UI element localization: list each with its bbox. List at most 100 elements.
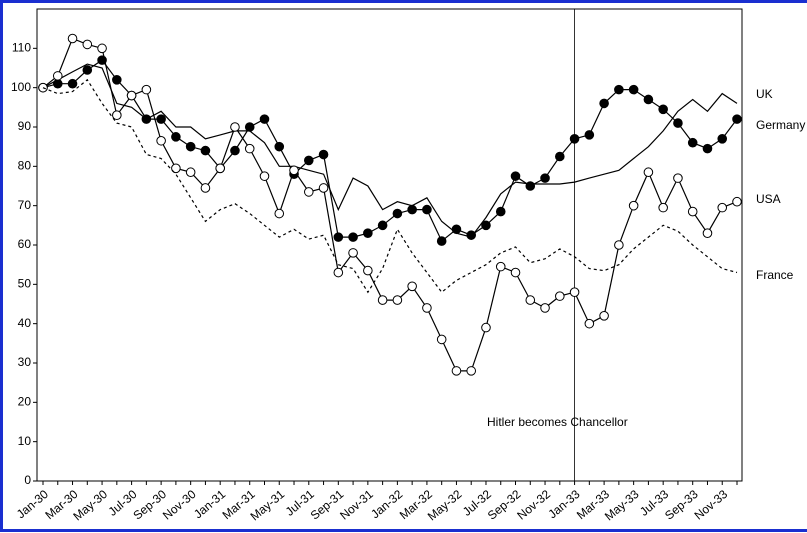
series-line [42, 63, 738, 238]
point [52, 78, 63, 89]
point [274, 141, 285, 152]
y-tick-label: 70 [18, 198, 32, 212]
point [732, 114, 742, 124]
point [318, 183, 329, 193]
point [436, 334, 447, 345]
point [628, 200, 639, 211]
x-tick-label: Nov-30 [160, 487, 199, 523]
point [289, 165, 299, 176]
series-label: UK [756, 87, 773, 101]
point [171, 163, 181, 174]
point [259, 114, 270, 124]
point [230, 122, 240, 132]
point [614, 84, 624, 95]
point [156, 135, 166, 146]
point [185, 167, 196, 178]
point [569, 287, 580, 298]
series-line [42, 37, 738, 372]
x-tick-label: Nov-33 [692, 487, 731, 523]
series-label: USA [756, 192, 781, 206]
plot-area [36, 8, 743, 482]
point [555, 291, 565, 301]
point [643, 167, 654, 178]
point [230, 145, 240, 156]
point [584, 130, 595, 140]
point [215, 163, 225, 174]
y-tick-label: 100 [11, 80, 31, 94]
point [717, 202, 728, 213]
point [495, 261, 506, 272]
point [303, 155, 314, 166]
point [377, 295, 388, 305]
point [363, 265, 373, 276]
point [466, 366, 477, 376]
point [422, 303, 432, 313]
x-tick-label: Nov-32 [514, 487, 553, 523]
point [333, 232, 344, 242]
x-tick-label: May-31 [248, 487, 288, 524]
point [67, 33, 78, 44]
point [348, 232, 358, 242]
point [97, 43, 107, 54]
point [407, 281, 417, 292]
point [82, 65, 93, 75]
point [422, 204, 432, 215]
x-tick-label: May-32 [425, 487, 465, 524]
y-tick-label: 110 [12, 41, 31, 55]
point [318, 149, 329, 160]
point [658, 104, 668, 115]
point [702, 143, 713, 154]
point [244, 122, 255, 132]
y-tick-label: 90 [18, 119, 32, 133]
point [510, 267, 521, 278]
point [540, 303, 550, 313]
y-tick-label: 50 [18, 277, 32, 291]
point [200, 183, 211, 193]
point [658, 202, 668, 213]
point [687, 137, 698, 148]
point [392, 295, 403, 305]
point [599, 311, 609, 321]
point [112, 75, 122, 85]
point [200, 145, 211, 156]
y-tick-label: 10 [18, 434, 32, 448]
point [673, 118, 683, 128]
point [52, 71, 63, 81]
point [599, 98, 609, 109]
annotation-text: Hitler becomes Chancellor [487, 415, 628, 429]
point [436, 236, 447, 246]
point [451, 224, 462, 235]
series-label: France [756, 268, 794, 282]
point [451, 366, 462, 376]
y-tick-label: 0 [24, 473, 31, 487]
point [333, 267, 344, 278]
point [525, 295, 536, 305]
point [584, 318, 595, 329]
point [156, 114, 166, 124]
point [525, 181, 536, 191]
point [112, 110, 122, 120]
point [687, 206, 698, 217]
point [303, 187, 314, 197]
point [38, 82, 48, 93]
y-tick-label: 30 [18, 355, 32, 369]
point [732, 196, 742, 207]
x-tick-label: May-30 [70, 487, 110, 524]
point [377, 220, 388, 231]
y-tick-label: 40 [18, 316, 32, 330]
point [407, 204, 417, 215]
point [185, 141, 196, 152]
point [643, 94, 654, 105]
point [540, 173, 550, 183]
point [274, 208, 285, 219]
point [569, 134, 580, 144]
series-line [42, 78, 738, 294]
point [171, 132, 181, 142]
y-tick-label: 60 [18, 237, 32, 251]
point [495, 206, 506, 217]
point [259, 171, 270, 181]
x-tick-label: Nov-31 [337, 487, 376, 523]
point [82, 39, 93, 50]
point [628, 84, 639, 95]
